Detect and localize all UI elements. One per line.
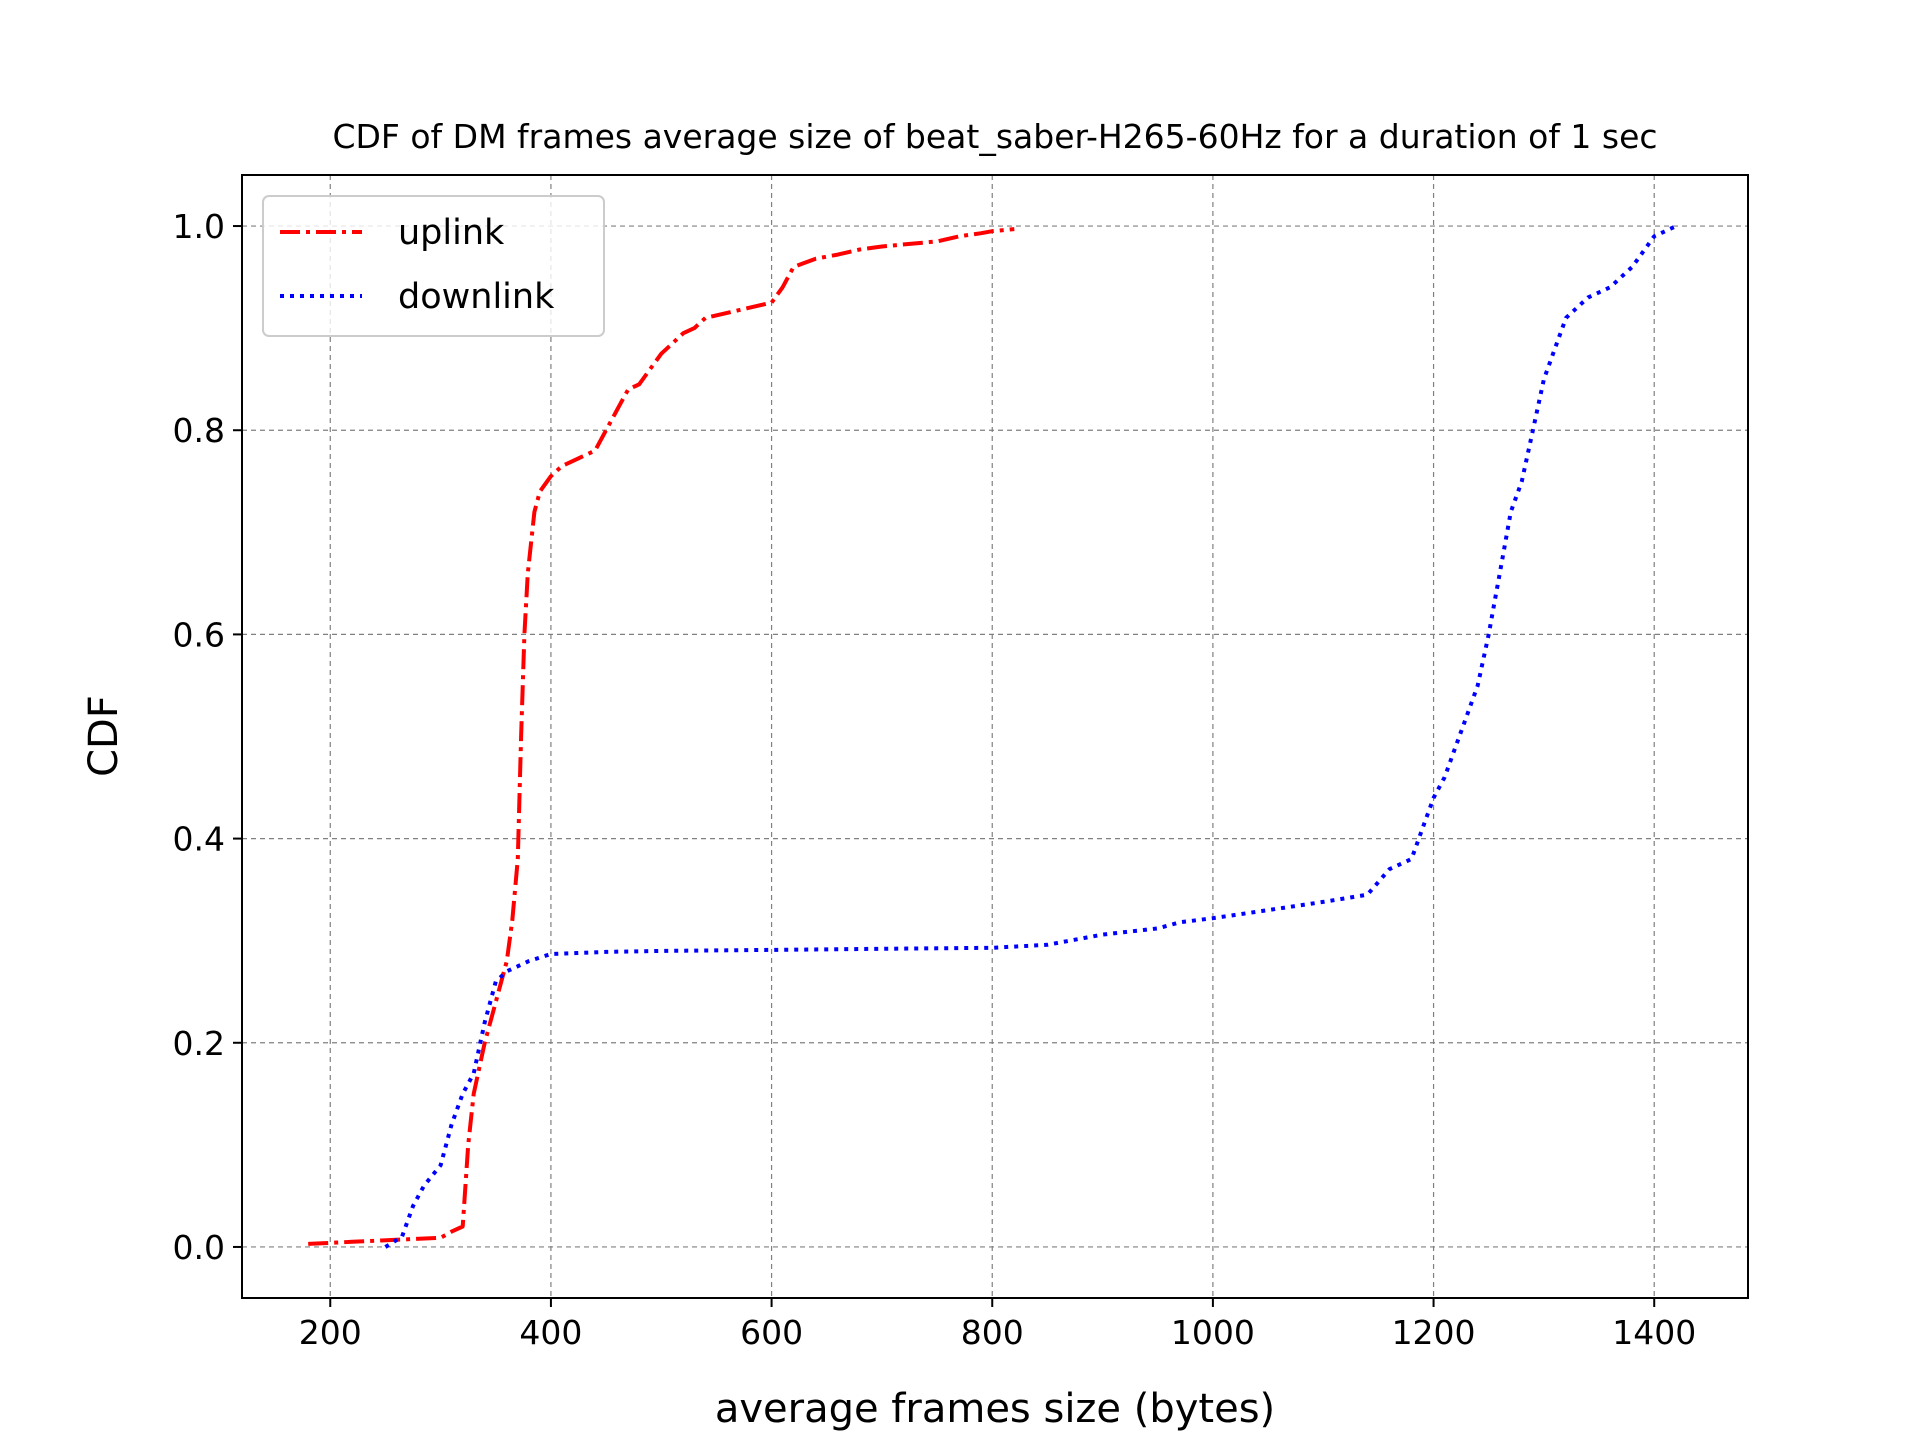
y-tick-label: 0.4 (173, 820, 225, 859)
y-tick-label: 0.2 (173, 1024, 225, 1063)
legend-label-downlink: downlink (398, 277, 555, 317)
y-tick-label: 1.0 (173, 207, 225, 246)
y-tick-label: 0.8 (173, 411, 225, 450)
legend-label-uplink: uplink (398, 213, 505, 253)
series-line-uplink (308, 227, 1015, 1246)
x-tick-label: 1000 (1171, 1313, 1255, 1352)
y-tick-label: 0.6 (173, 615, 225, 654)
series-layer (308, 224, 1678, 1249)
grid (242, 175, 1748, 1298)
x-tick-label: 1200 (1392, 1313, 1476, 1352)
plot-area (242, 175, 1748, 1298)
axis-ticks: 200 400 600 800 1000 1200 1400 0.0 0.2 0.4 0.6 0.8 1… (173, 207, 1697, 1352)
x-tick-label: 400 (519, 1313, 582, 1352)
legend-box (262, 195, 605, 337)
x-tick-label: 600 (740, 1313, 803, 1352)
y-axis-label: CDF (81, 695, 127, 777)
y-tick-label: 0.0 (173, 1228, 225, 1267)
chart-title: CDF of DM frames average size of beat_sa… (332, 117, 1657, 156)
series-line-downlink (384, 224, 1678, 1249)
x-axis-label: average frames size (bytes) (715, 1386, 1275, 1432)
x-tick-label: 800 (961, 1313, 1024, 1352)
x-tick-label: 1400 (1612, 1313, 1696, 1352)
x-tick-label: 200 (299, 1313, 362, 1352)
plot-frame (241, 174, 1749, 1299)
legend: uplink downlink (262, 195, 605, 337)
